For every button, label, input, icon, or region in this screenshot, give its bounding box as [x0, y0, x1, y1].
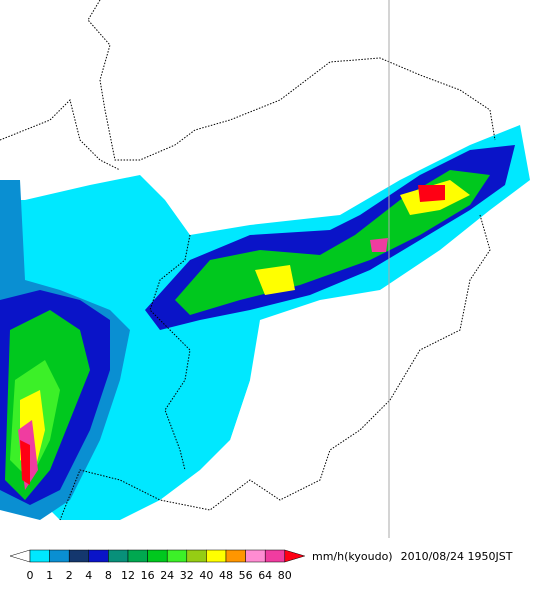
- tick-label: 12: [121, 569, 135, 582]
- color-swatch: [49, 549, 70, 563]
- tick-label: 32: [180, 569, 194, 582]
- color-swatch: [264, 549, 286, 563]
- color-swatch: [29, 549, 50, 563]
- tick-label: 48: [219, 569, 233, 582]
- tick-label: 80: [278, 569, 292, 582]
- tick-label: 2: [66, 569, 73, 582]
- tick-label: 4: [85, 569, 92, 582]
- color-swatch: [88, 549, 109, 563]
- legend-unit: mm/h(kyoudo): [312, 550, 393, 563]
- tick-label: 1: [46, 569, 53, 582]
- tick-label: 16: [141, 569, 155, 582]
- precipitation: [0, 125, 530, 520]
- boundaries: [0, 0, 496, 538]
- color-swatch: [68, 549, 90, 563]
- color-swatch: [127, 549, 148, 563]
- over-triangle: [284, 549, 306, 563]
- tick-label: 8: [105, 569, 112, 582]
- color-swatch: [225, 549, 246, 563]
- color-swatch: [245, 549, 266, 563]
- tick-label: 24: [160, 569, 174, 582]
- tick-label: 0: [27, 569, 34, 582]
- colorbar: mm/h(kyoudo) 2010/08/24 1950JST 0 1 2 4 8 12 1…: [9, 549, 513, 582]
- color-swatch: [147, 549, 168, 563]
- color-swatch: [206, 549, 227, 563]
- timestamp: 2010/08/24 1950JST: [401, 550, 513, 563]
- under-triangle: [9, 549, 31, 563]
- tick-label: 64: [258, 569, 272, 582]
- color-swatch: [108, 549, 129, 563]
- tick-label: 40: [199, 569, 213, 582]
- color-swatch: [186, 549, 207, 563]
- tick-label: 56: [239, 569, 253, 582]
- color-swatch: [166, 549, 188, 563]
